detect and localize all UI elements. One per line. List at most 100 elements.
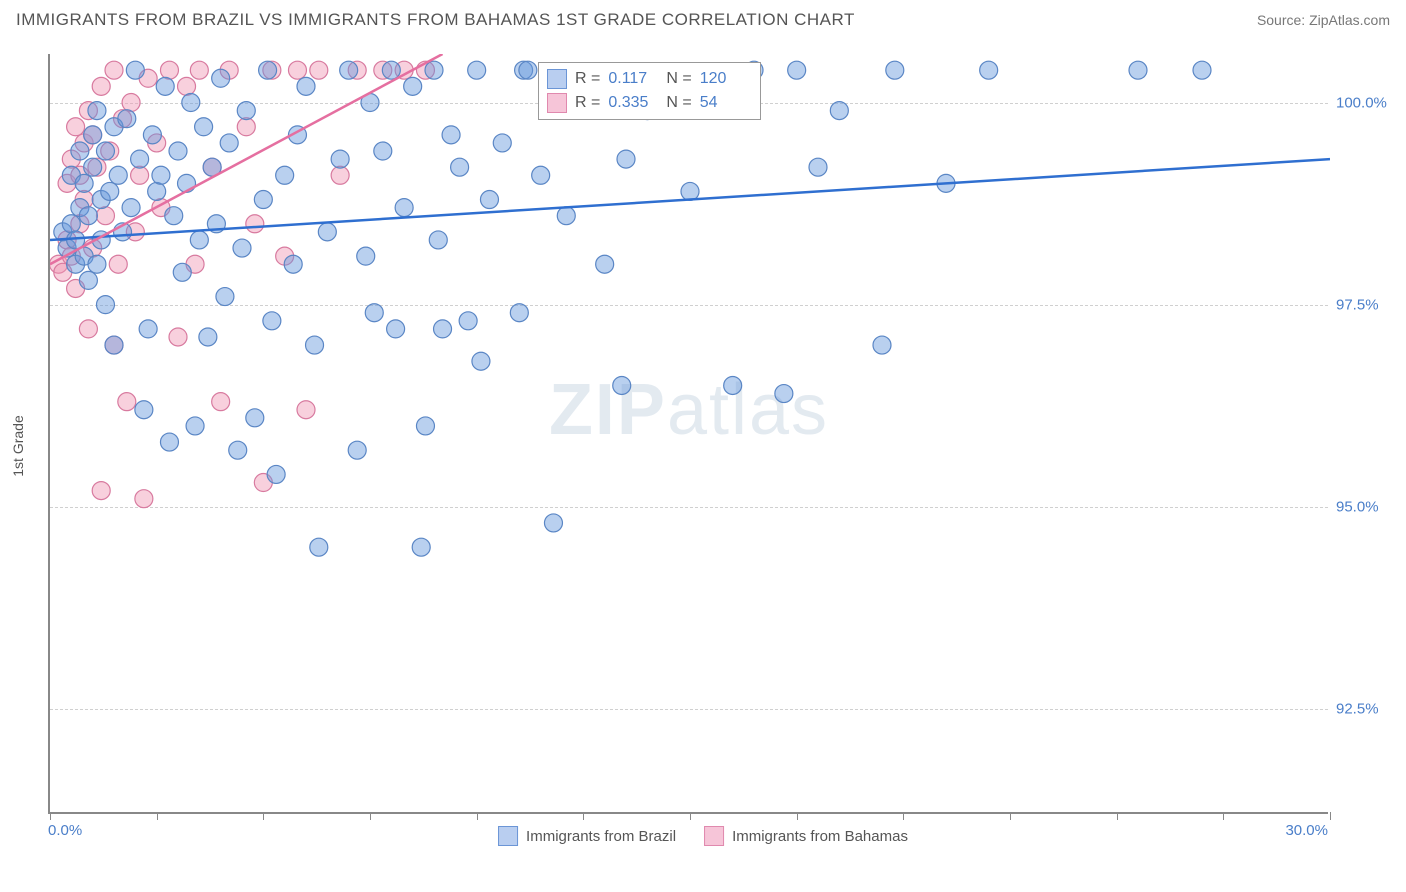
legend-r-value-bahamas: 0.335 — [608, 91, 658, 115]
scatter-point — [186, 417, 204, 435]
x-tick-label: 0.0% — [48, 822, 82, 839]
scatter-point — [480, 191, 498, 209]
scatter-point — [318, 223, 336, 241]
scatter-point — [980, 61, 998, 79]
scatter-point — [160, 61, 178, 79]
scatter-point — [160, 433, 178, 451]
legend-r-label: R = — [575, 67, 600, 91]
scatter-point — [357, 247, 375, 265]
scatter-point — [493, 134, 511, 152]
scatter-point — [276, 166, 294, 184]
y-tick-label: 97.5% — [1336, 296, 1379, 313]
scatter-point — [246, 409, 264, 427]
plot-area: ZIPatlas R = 0.117 N = 120 R = 0.335 N =… — [48, 54, 1328, 814]
scatter-point — [118, 393, 136, 411]
scatter-point — [557, 207, 575, 225]
source-attribution: Source: ZipAtlas.com — [1257, 12, 1390, 28]
scatter-point — [374, 142, 392, 160]
scatter-point — [212, 69, 230, 87]
legend-n-label: N = — [666, 67, 691, 91]
scatter-point — [416, 417, 434, 435]
scatter-point — [382, 61, 400, 79]
legend-top-row-brazil: R = 0.117 N = 120 — [547, 67, 750, 91]
scatter-point — [259, 61, 277, 79]
scatter-point — [122, 94, 140, 112]
scatter-point — [173, 263, 191, 281]
scatter-point — [84, 158, 102, 176]
scatter-point — [92, 482, 110, 500]
legend-r-label: R = — [575, 91, 600, 115]
scatter-point — [472, 352, 490, 370]
plot-wrap: ZIPatlas R = 0.117 N = 120 R = 0.335 N =… — [48, 54, 1388, 814]
chart-title: IMMIGRANTS FROM BRAZIL VS IMMIGRANTS FRO… — [16, 10, 855, 30]
scatter-point — [156, 77, 174, 95]
scatter-point — [263, 312, 281, 330]
scatter-point — [237, 118, 255, 136]
scatter-point — [617, 150, 635, 168]
scatter-point — [254, 191, 272, 209]
title-bar: IMMIGRANTS FROM BRAZIL VS IMMIGRANTS FRO… — [0, 0, 1406, 36]
source-label: Source: — [1257, 12, 1305, 28]
scatter-point — [267, 465, 285, 483]
scatter-point — [442, 126, 460, 144]
scatter-point — [510, 304, 528, 322]
scatter-point — [809, 158, 827, 176]
legend-bottom-label-bahamas: Immigrants from Bahamas — [732, 828, 908, 845]
scatter-point — [118, 110, 136, 128]
scatter-point — [139, 320, 157, 338]
scatter-point — [109, 166, 127, 184]
scatter-point — [229, 441, 247, 459]
scatter-point — [96, 142, 114, 160]
scatter-point — [88, 102, 106, 120]
scatter-point — [131, 166, 149, 184]
scatter-point — [532, 166, 550, 184]
scatter-point — [306, 336, 324, 354]
scatter-point — [459, 312, 477, 330]
scatter-point — [331, 166, 349, 184]
y-axis-label: 1st Grade — [10, 415, 26, 476]
scatter-svg — [50, 54, 1330, 814]
y-tick-label: 100.0% — [1336, 94, 1387, 111]
scatter-point — [886, 61, 904, 79]
scatter-point — [348, 441, 366, 459]
scatter-point — [88, 255, 106, 273]
legend-bottom-item-bahamas: Immigrants from Bahamas — [704, 826, 908, 846]
scatter-point — [237, 102, 255, 120]
legend-swatch-brazil-bottom — [498, 826, 518, 846]
scatter-point — [1193, 61, 1211, 79]
scatter-point — [613, 376, 631, 394]
scatter-point — [190, 61, 208, 79]
legend-top-row-bahamas: R = 0.335 N = 54 — [547, 91, 750, 115]
scatter-point — [596, 255, 614, 273]
scatter-point — [365, 304, 383, 322]
scatter-point — [310, 538, 328, 556]
legend-n-value-brazil: 120 — [700, 67, 750, 91]
scatter-point — [425, 61, 443, 79]
scatter-point — [331, 150, 349, 168]
scatter-point — [75, 174, 93, 192]
y-tick-label: 92.5% — [1336, 700, 1379, 717]
legend-swatch-bahamas-bottom — [704, 826, 724, 846]
legend-bottom: Immigrants from Brazil Immigrants from B… — [498, 826, 908, 846]
scatter-point — [96, 207, 114, 225]
scatter-point — [830, 102, 848, 120]
legend-n-label: N = — [666, 91, 691, 115]
scatter-point — [62, 215, 80, 233]
y-tick-label: 95.0% — [1336, 498, 1379, 515]
scatter-point — [288, 61, 306, 79]
scatter-point — [434, 320, 452, 338]
scatter-point — [131, 150, 149, 168]
scatter-point — [190, 231, 208, 249]
scatter-point — [135, 490, 153, 508]
legend-swatch-bahamas — [547, 93, 567, 113]
scatter-point — [775, 385, 793, 403]
scatter-point — [284, 255, 302, 273]
scatter-point — [412, 538, 430, 556]
scatter-point — [340, 61, 358, 79]
scatter-point — [297, 401, 315, 419]
scatter-point — [178, 174, 196, 192]
x-tick-label: 30.0% — [1285, 822, 1328, 839]
scatter-point — [310, 61, 328, 79]
scatter-point — [216, 288, 234, 306]
legend-bottom-item-brazil: Immigrants from Brazil — [498, 826, 676, 846]
